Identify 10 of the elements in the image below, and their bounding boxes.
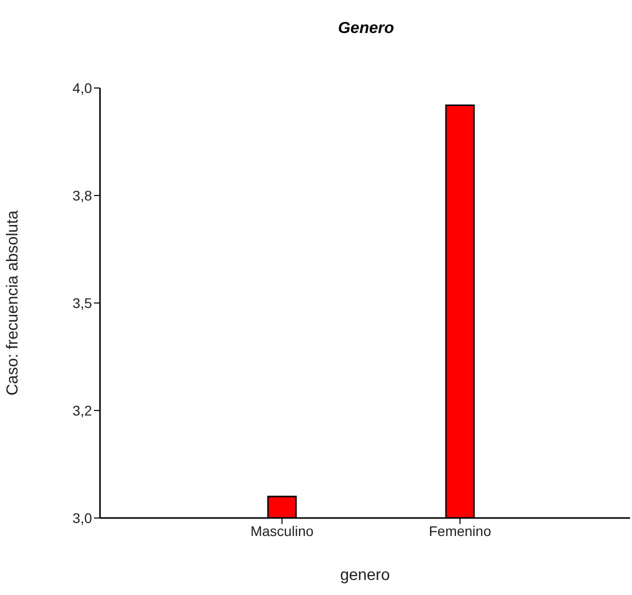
y-tick-label: 3,0: [72, 510, 92, 526]
x-axis-title: genero: [340, 567, 390, 584]
x-tick-label: Femenino: [428, 522, 492, 539]
y-tick-label: 3,5: [72, 294, 92, 311]
x-tick-label: Masculino: [250, 522, 314, 539]
chart-title: Genero: [336, 20, 395, 38]
y-tick-label: 3,8: [72, 187, 92, 204]
y-axis-title: Caso: frecuencia absoluta: [4, 210, 22, 396]
y-tick-label: 3,2: [72, 402, 92, 418]
y-tick-label: 4,0: [72, 80, 92, 96]
